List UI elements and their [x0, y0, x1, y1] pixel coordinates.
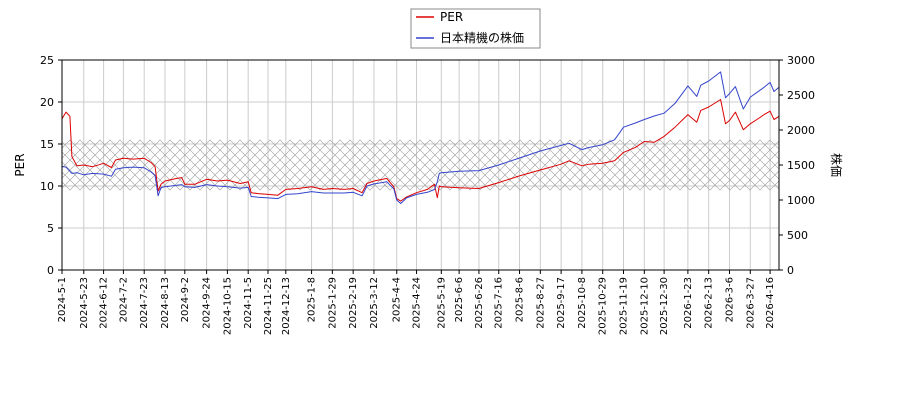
x-tick-label: 2024-9-2 — [180, 277, 191, 322]
y-right-tick-label: 3000 — [787, 54, 815, 67]
x-tick-label: 2025-3-12 — [369, 277, 380, 329]
x-tick-label: 2026-1-23 — [683, 277, 694, 329]
x-tick-label: 2025-10-29 — [598, 277, 609, 335]
y-left-tick-label: 20 — [40, 96, 54, 109]
x-tick-label: 2024-5-1 — [57, 277, 68, 322]
x-tick-label: 2025-4-24 — [412, 277, 423, 329]
x-tick-label: 2026-2-13 — [704, 277, 715, 329]
right-y-axis: 0 500 1000 1500 2000 2500 3000 — [779, 54, 815, 277]
y-right-tick-label: 1000 — [787, 194, 815, 207]
y-left-tick-label: 5 — [47, 222, 54, 235]
x-tick-label: 2025-9-17 — [556, 277, 567, 329]
y-left-tick-label: 10 — [40, 180, 54, 193]
x-tick-label: 2025-4-4 — [392, 277, 403, 322]
y-axis-left-label: PER — [13, 153, 27, 176]
x-tick-label: 2025-12-10 — [639, 277, 650, 335]
y-axis-right-label: 株価 — [829, 153, 844, 177]
x-tick-label: 2026-3-27 — [745, 277, 756, 329]
x-axis: 2024-5-1 2024-5-23 2024-6-12 2024-7-2 2024-7… — [57, 270, 776, 335]
x-tick-label: 2025-10-8 — [577, 277, 588, 329]
y-left-tick-label: 25 — [40, 54, 54, 67]
y-right-tick-label: 0 — [787, 264, 794, 277]
y-right-tick-label: 1500 — [787, 159, 815, 172]
x-tick-label: 2025-12-30 — [659, 277, 670, 335]
x-tick-label: 2024-6-12 — [99, 277, 110, 329]
x-tick-label: 2025-6-6 — [454, 277, 465, 322]
x-tick-label: 2024-10-15 — [222, 277, 233, 335]
x-tick-label: 2024-9-24 — [202, 277, 213, 329]
x-tick-label: 2024-7-2 — [118, 277, 129, 322]
x-tick-label: 2025-1-29 — [327, 277, 338, 329]
x-tick-label: 2024-11-25 — [263, 277, 274, 335]
legend-label-stock-price: 日本精機の株価 — [440, 30, 524, 45]
x-tick-label: 2025-1-8 — [307, 277, 318, 322]
legend-box — [410, 8, 541, 49]
x-tick-label: 2025-8-27 — [535, 277, 546, 329]
reference-band — [62, 139, 779, 191]
x-tick-label: 2025-7-16 — [494, 277, 505, 329]
x-tick-label: 2024-11-5 — [243, 277, 254, 329]
legend: PER 日本精機の株価 — [410, 8, 541, 49]
x-tick-label: 2025-2-19 — [348, 277, 359, 329]
y-right-tick-label: 2000 — [787, 124, 815, 137]
x-tick-label: 2024-7-23 — [139, 277, 150, 329]
y-left-tick-label: 0 — [47, 264, 54, 277]
x-tick-label: 2025-8-6 — [515, 277, 526, 322]
x-tick-label: 2026-4-16 — [765, 277, 776, 329]
x-tick-label: 2025-6-26 — [474, 277, 485, 329]
legend-label-per: PER — [440, 10, 463, 24]
per-line — [61, 99, 780, 202]
x-tick-label: 2024-12-13 — [281, 277, 292, 335]
x-tick-label: 2024-5-23 — [79, 277, 90, 329]
left-y-axis: 0 5 10 15 20 25 — [40, 54, 62, 277]
y-left-tick-label: 15 — [40, 138, 54, 151]
y-right-tick-label: 2500 — [787, 89, 815, 102]
x-tick-label: 2026-3-6 — [724, 277, 735, 322]
y-right-tick-label: 500 — [787, 229, 808, 242]
series-layer — [61, 71, 780, 204]
x-tick-label: 2025-5-19 — [436, 277, 447, 329]
x-tick-label: 2025-11-19 — [619, 277, 630, 335]
stock-price-line — [61, 71, 780, 204]
x-tick-label: 2024-8-13 — [160, 277, 171, 329]
